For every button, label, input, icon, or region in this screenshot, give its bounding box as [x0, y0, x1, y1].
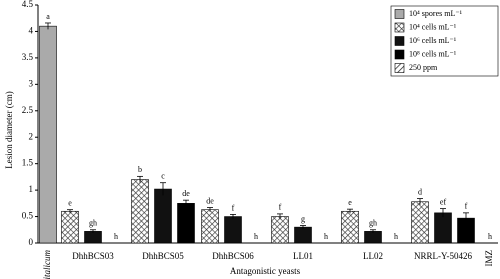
bar: [434, 212, 452, 244]
significance-letter: d: [418, 187, 422, 196]
significance-letter: e: [68, 199, 72, 208]
bar: [271, 216, 289, 244]
significance-letter: de: [182, 189, 190, 198]
significance-letter: f: [279, 203, 282, 212]
x-tick-label: DhhBCS05: [142, 251, 184, 261]
significance-letter: h: [114, 232, 118, 241]
significance-letter: de: [206, 196, 214, 205]
x-tick-label: NRRL-Y-50426: [414, 251, 472, 261]
y-tick-label: 2.5: [22, 105, 34, 115]
significance-letter: ef: [440, 197, 447, 206]
legend-swatch: [394, 63, 405, 73]
significance-letter: a: [46, 12, 50, 21]
significance-letter: gh: [369, 219, 377, 228]
y-tick-label: 4.5: [22, 0, 34, 9]
bar: [84, 231, 102, 244]
bar: [131, 179, 149, 244]
legend-label: 10⁴ spores mL⁻¹: [409, 9, 463, 18]
legend-swatch: [394, 36, 405, 46]
bar: [341, 210, 359, 244]
y-tick-label: 3.5: [22, 52, 34, 62]
bar: [177, 203, 195, 244]
bar: [61, 210, 79, 244]
bar: [364, 231, 382, 244]
bar: [39, 25, 57, 244]
significance-letter: f: [465, 202, 468, 211]
legend-swatch: [394, 9, 405, 19]
legend-label: 10⁸ cells mL⁻¹: [409, 49, 457, 58]
y-axis-title: Lesion diameter (cm): [4, 91, 14, 168]
x-tick-label: LL02: [363, 251, 383, 261]
x-tick-label: P. italicum: [42, 250, 52, 279]
y-tick-label: 0.5: [22, 211, 34, 221]
significance-letter: h: [324, 232, 328, 241]
significance-letter: c: [161, 172, 165, 181]
x-tick-label: LL01: [293, 251, 313, 261]
legend-swatch: [394, 22, 405, 33]
x-axis-title: Antagonistic yeasts: [230, 266, 301, 276]
bar: [294, 226, 312, 244]
significance-letter: gh: [89, 219, 97, 228]
significance-letter: b: [138, 165, 142, 174]
significance-letter: g: [301, 214, 305, 223]
y-tick-label: 1.5: [22, 158, 34, 168]
significance-letter: h: [488, 232, 492, 241]
significance-letter: f: [232, 203, 235, 212]
y-tick-label: 4: [29, 26, 34, 36]
bar: [201, 209, 219, 244]
legend-label: 10⁶ cells mL⁻¹: [409, 36, 457, 45]
y-tick-label: 2: [29, 131, 34, 141]
bar: [411, 201, 429, 244]
legend-box: [390, 5, 499, 77]
y-tick-label: 3: [29, 78, 34, 88]
x-tick-label: IMZ: [484, 250, 494, 267]
x-tick-label: DhhBCS06: [212, 251, 254, 261]
bar: [154, 188, 172, 244]
significance-letter: h: [254, 232, 258, 241]
legend-label: 250 ppm: [409, 63, 438, 72]
legend-label: 10⁴ cells mL⁻¹: [409, 22, 457, 31]
x-tick-label: DhhBCS03: [72, 251, 114, 261]
significance-letter: e: [348, 198, 352, 207]
y-tick-label: 1: [29, 184, 34, 194]
bar: [224, 216, 242, 244]
significance-letter: h: [394, 232, 398, 241]
y-tick-label: 0: [29, 237, 34, 247]
legend-swatch: [394, 49, 405, 60]
